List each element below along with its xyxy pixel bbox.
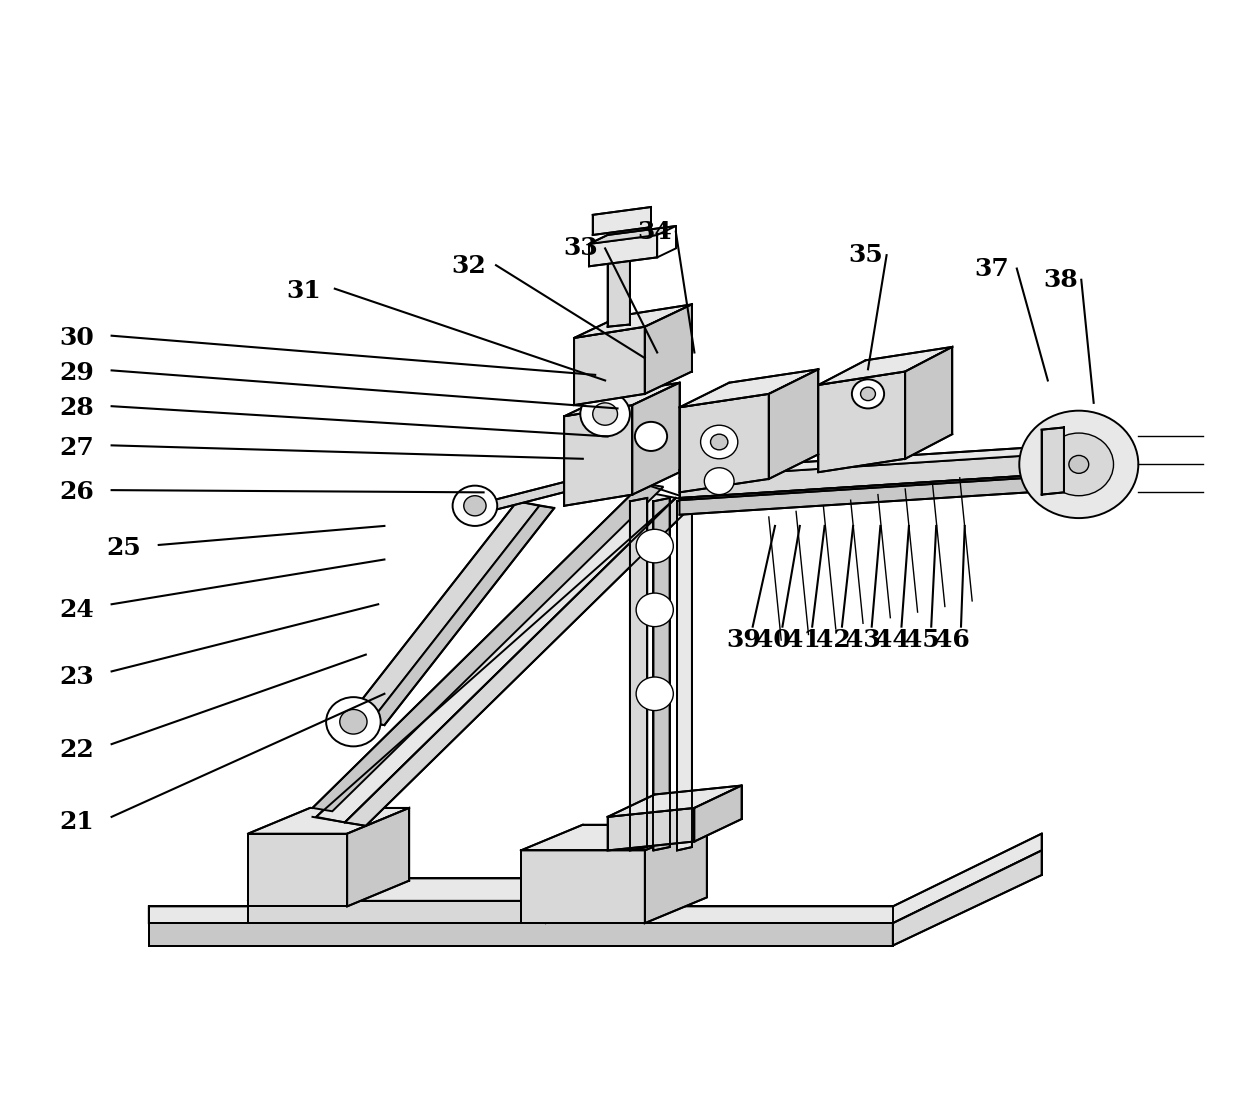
Text: 24: 24 <box>60 598 94 622</box>
Circle shape <box>340 709 367 734</box>
Text: 31: 31 <box>286 279 321 303</box>
Polygon shape <box>574 304 692 338</box>
Polygon shape <box>653 498 670 850</box>
Text: 34: 34 <box>637 219 672 244</box>
Circle shape <box>861 387 875 401</box>
Polygon shape <box>521 850 645 923</box>
Polygon shape <box>818 347 952 385</box>
Text: 42: 42 <box>816 628 851 652</box>
Circle shape <box>1069 455 1089 473</box>
Polygon shape <box>893 850 1042 946</box>
Text: 44: 44 <box>875 628 910 652</box>
Polygon shape <box>564 383 680 416</box>
Polygon shape <box>680 394 769 492</box>
Circle shape <box>852 379 884 408</box>
Polygon shape <box>316 492 676 822</box>
Polygon shape <box>248 834 347 906</box>
Text: 22: 22 <box>60 737 94 762</box>
Text: 37: 37 <box>975 256 1009 281</box>
Polygon shape <box>645 304 692 394</box>
Polygon shape <box>347 501 539 723</box>
Text: 21: 21 <box>60 810 94 835</box>
Text: 38: 38 <box>1043 267 1078 292</box>
Polygon shape <box>589 226 676 244</box>
Polygon shape <box>593 207 651 235</box>
Circle shape <box>464 496 486 516</box>
Polygon shape <box>630 498 647 850</box>
Polygon shape <box>677 498 692 850</box>
Polygon shape <box>680 450 1116 498</box>
Polygon shape <box>471 466 651 510</box>
Polygon shape <box>589 235 657 266</box>
Polygon shape <box>608 252 630 327</box>
Polygon shape <box>680 472 1116 515</box>
Polygon shape <box>248 901 546 923</box>
Circle shape <box>593 403 618 425</box>
Polygon shape <box>1042 427 1064 495</box>
Polygon shape <box>149 834 1042 923</box>
Polygon shape <box>248 808 409 834</box>
Polygon shape <box>347 808 409 906</box>
Circle shape <box>1044 433 1114 496</box>
Circle shape <box>1019 411 1138 518</box>
Text: 26: 26 <box>60 480 94 505</box>
Text: 35: 35 <box>848 243 883 267</box>
Text: 29: 29 <box>60 360 94 385</box>
Text: 28: 28 <box>60 396 94 421</box>
Text: 41: 41 <box>786 628 821 652</box>
Polygon shape <box>694 786 742 841</box>
Polygon shape <box>905 347 952 459</box>
Circle shape <box>635 422 667 451</box>
Circle shape <box>636 593 673 627</box>
Polygon shape <box>149 923 893 946</box>
Text: 39: 39 <box>727 628 761 652</box>
Circle shape <box>326 697 381 746</box>
Polygon shape <box>632 383 680 495</box>
Text: 23: 23 <box>60 665 94 689</box>
Text: 46: 46 <box>935 628 970 652</box>
Polygon shape <box>769 369 818 479</box>
Polygon shape <box>370 506 554 725</box>
Polygon shape <box>608 786 742 817</box>
Text: 25: 25 <box>107 536 141 561</box>
Text: 45: 45 <box>905 628 940 652</box>
Polygon shape <box>818 372 905 472</box>
Text: 32: 32 <box>451 254 486 279</box>
Polygon shape <box>608 808 694 850</box>
Polygon shape <box>564 405 632 506</box>
Circle shape <box>580 392 630 436</box>
Circle shape <box>704 468 734 495</box>
Polygon shape <box>574 327 645 405</box>
Polygon shape <box>345 498 697 826</box>
Circle shape <box>701 425 738 459</box>
Circle shape <box>711 434 728 450</box>
Circle shape <box>453 486 497 526</box>
Polygon shape <box>248 878 595 901</box>
Polygon shape <box>312 483 663 811</box>
Text: 43: 43 <box>846 628 880 652</box>
Text: 30: 30 <box>60 326 94 350</box>
Circle shape <box>636 677 673 711</box>
Circle shape <box>636 529 673 563</box>
Text: 33: 33 <box>563 236 598 261</box>
Text: 40: 40 <box>756 628 791 652</box>
Polygon shape <box>680 442 1116 478</box>
Polygon shape <box>521 825 707 850</box>
Polygon shape <box>645 825 707 923</box>
Polygon shape <box>608 244 645 254</box>
Polygon shape <box>680 369 818 407</box>
Text: 27: 27 <box>60 435 94 460</box>
